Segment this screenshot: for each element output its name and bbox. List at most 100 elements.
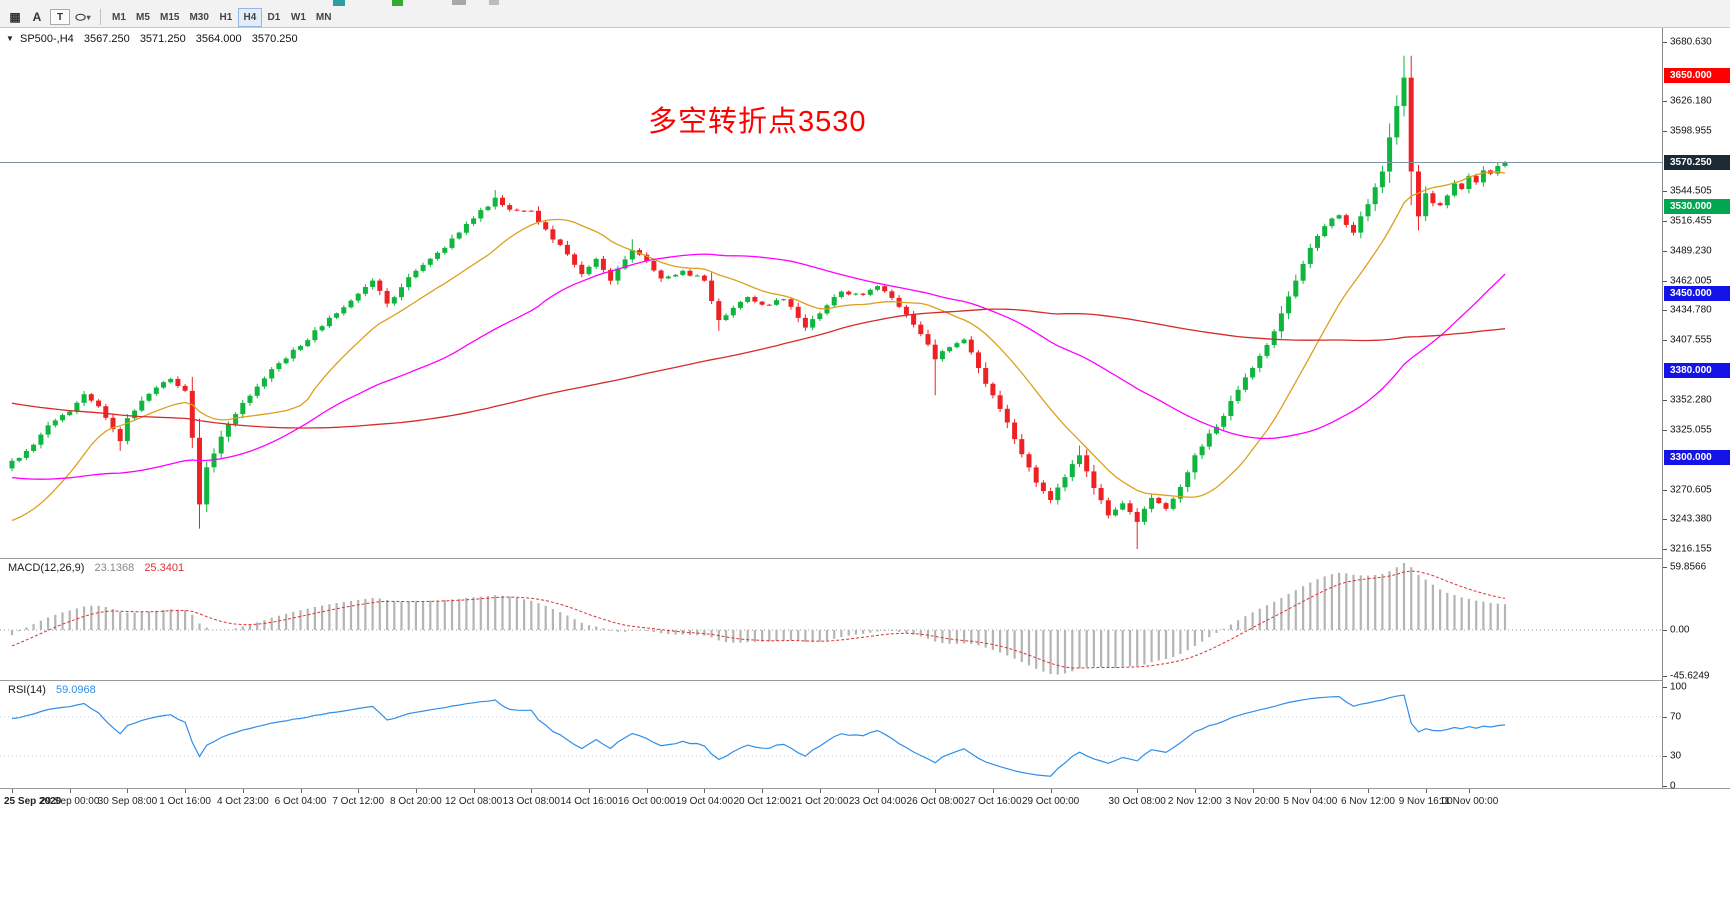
price-axis-label: 3544.505 — [1670, 185, 1712, 197]
axis-tick-mark — [1663, 567, 1667, 569]
current-price-badge: 3570.250 — [1664, 155, 1730, 170]
time-axis-label: 9 Nov 16:00 — [1398, 796, 1453, 807]
axis-tick-mark — [1663, 430, 1667, 432]
time-axis-label: 16 Oct 00:00 — [618, 796, 676, 807]
time-axis-label: 11 Nov 00:00 — [1439, 796, 1499, 807]
time-axis-tick-mark — [877, 789, 879, 793]
price-chart-canvas[interactable] — [0, 28, 1662, 558]
price-axis-label: -45.6249 — [1670, 670, 1710, 682]
time-axis-tick-mark — [819, 789, 821, 793]
panel-separator[interactable] — [0, 558, 1730, 559]
macd-signal-line — [11, 570, 1506, 669]
axis-tick-mark — [1663, 716, 1667, 718]
time-axis-label: 4 Oct 23:00 — [216, 796, 269, 807]
chart-grid-icon[interactable]: ▦ — [9, 10, 21, 24]
time-axis-tick-mark — [1194, 789, 1196, 793]
rsi-canvas[interactable] — [0, 681, 1662, 788]
axis-tick-mark — [1663, 687, 1667, 688]
axis-tick-mark — [1663, 131, 1667, 133]
price-axis-label: 3516.455 — [1670, 215, 1712, 227]
price-axis-label: 3407.555 — [1670, 334, 1712, 346]
macd-panel[interactable]: MACD(12,26,9) 23.1368 25.3401 — [0, 559, 1662, 680]
macd-title: MACD(12,26,9) — [8, 562, 85, 574]
axis-tick-mark — [1663, 489, 1667, 491]
axis-tick-mark — [1663, 42, 1667, 43]
ma-16-line — [11, 171, 1506, 522]
rsi-panel[interactable]: RSI(14) 59.0968 — [0, 681, 1662, 788]
time-axis-tick-mark — [1252, 789, 1254, 793]
timeframe-buttons: M1 M5 M15 M30 H1 H4 D1 W1 MN — [107, 7, 336, 27]
shapes-tool-icon[interactable]: ⬭ ▾ — [72, 8, 94, 26]
timeframe-button-m15[interactable]: M15 — [160, 11, 180, 23]
time-axis-label: 29 Oct 00:00 — [1021, 796, 1080, 807]
axis-tick-mark — [1663, 400, 1667, 402]
time-axis-label: 5 Nov 04:00 — [1283, 796, 1338, 807]
axis-tick-mark — [1663, 280, 1667, 282]
clipped-icon-fragment — [489, 0, 499, 5]
time-axis-label: 6 Oct 04:00 — [274, 796, 327, 807]
axis-tick-mark — [1663, 519, 1667, 521]
price-axis-label: 3216.155 — [1670, 543, 1712, 555]
price-axis-label: 70 — [1670, 711, 1682, 723]
timeframe-button-h1[interactable]: H1 — [219, 11, 233, 23]
candles — [9, 55, 1508, 549]
timeframe-button-d1[interactable]: D1 — [267, 11, 281, 23]
macd-header: MACD(12,26,9) 23.1368 25.3401 — [8, 562, 184, 574]
panel-separator[interactable] — [0, 680, 1730, 681]
time-axis-label: 30 Oct 08:00 — [1108, 796, 1166, 807]
macd-value-signal: 25.3401 — [144, 562, 185, 574]
axis-tick-mark — [1663, 221, 1667, 223]
clipped-icon-fragment — [452, 0, 466, 5]
level-price-badge: 3530.000 — [1664, 198, 1730, 214]
time-axis-tick-mark — [704, 789, 706, 793]
axis-tick-mark — [1663, 756, 1667, 758]
price-axis-label: 3352.280 — [1670, 394, 1712, 406]
time-axis-label: 6 Nov 12:00 — [1341, 796, 1395, 807]
price-axis-label: 0 — [1670, 780, 1676, 792]
price-axis[interactable]: 3680.630 3626.180 3598.955 3544.505 3516.455… — [1662, 28, 1730, 792]
price-axis-label: 3434.780 — [1670, 304, 1712, 316]
time-axis-tick-mark — [935, 789, 937, 793]
timeframe-button-w1[interactable]: W1 — [290, 11, 306, 23]
clipped-icon-fragment — [333, 0, 345, 6]
macd-canvas[interactable] — [0, 559, 1662, 680]
main-chart-panel[interactable]: ▼ SP500-,H4 3567.250 3571.250 3564.000 3… — [0, 28, 1662, 558]
time-axis-tick-mark — [531, 789, 533, 793]
price-axis-label: 3598.955 — [1670, 125, 1712, 137]
axis-tick-mark — [1663, 340, 1667, 342]
time-axis-label: 26 Oct 08:00 — [906, 796, 964, 807]
macd-histogram — [10, 563, 1507, 675]
timeframe-button-mn[interactable]: MN — [315, 11, 332, 23]
time-axis-label: 19 Oct 04:00 — [675, 796, 734, 807]
price-axis-label: 0.00 — [1670, 624, 1690, 636]
text-tool-icon[interactable]: T — [50, 9, 70, 25]
price-axis-label: 3462.005 — [1670, 275, 1712, 287]
axis-tick-mark — [1663, 676, 1667, 677]
chart-annotation[interactable]: 多空转折点3530 — [648, 106, 867, 138]
time-axis[interactable]: 25 Sep 2020 29 Sep 00:00 30 Sep 08:00 1 Oct… — [0, 789, 1662, 813]
time-axis-tick-mark — [1050, 789, 1052, 793]
font-tool-icon[interactable]: A — [32, 10, 42, 24]
time-axis-label: 21 Oct 20:00 — [791, 796, 849, 807]
price-axis-label: 30 — [1670, 750, 1682, 762]
price-axis-label: 3680.630 — [1670, 36, 1712, 48]
low-value: 3564.000 — [195, 33, 242, 45]
chart-ohlc-header: ▼ SP500-,H4 3567.250 3571.250 3564.000 3… — [6, 33, 298, 45]
time-axis-tick-mark — [242, 789, 244, 793]
toolbar-separator — [100, 9, 101, 25]
axis-tick-mark — [1663, 310, 1667, 312]
timeframe-button-h4[interactable]: H4 — [237, 7, 262, 27]
timeframe-button-m30[interactable]: M30 — [189, 11, 209, 23]
time-axis-label: 25 Sep 2020 — [4, 796, 62, 807]
timeframe-button-m1[interactable]: M1 — [112, 11, 126, 23]
time-axis-tick-mark — [1468, 789, 1470, 793]
time-axis-label: 7 Oct 12:00 — [332, 796, 385, 807]
expand-triangle-icon[interactable]: ▼ — [6, 34, 14, 43]
symbol-timeframe-label: SP500-,H4 — [19, 33, 74, 45]
time-axis-label: 29 Sep 00:00 — [39, 796, 100, 807]
time-axis-tick-mark — [415, 789, 417, 793]
time-axis-tick-mark — [185, 789, 187, 793]
price-axis-label: 100 — [1670, 681, 1687, 693]
timeframe-button-m5[interactable]: M5 — [136, 11, 150, 23]
